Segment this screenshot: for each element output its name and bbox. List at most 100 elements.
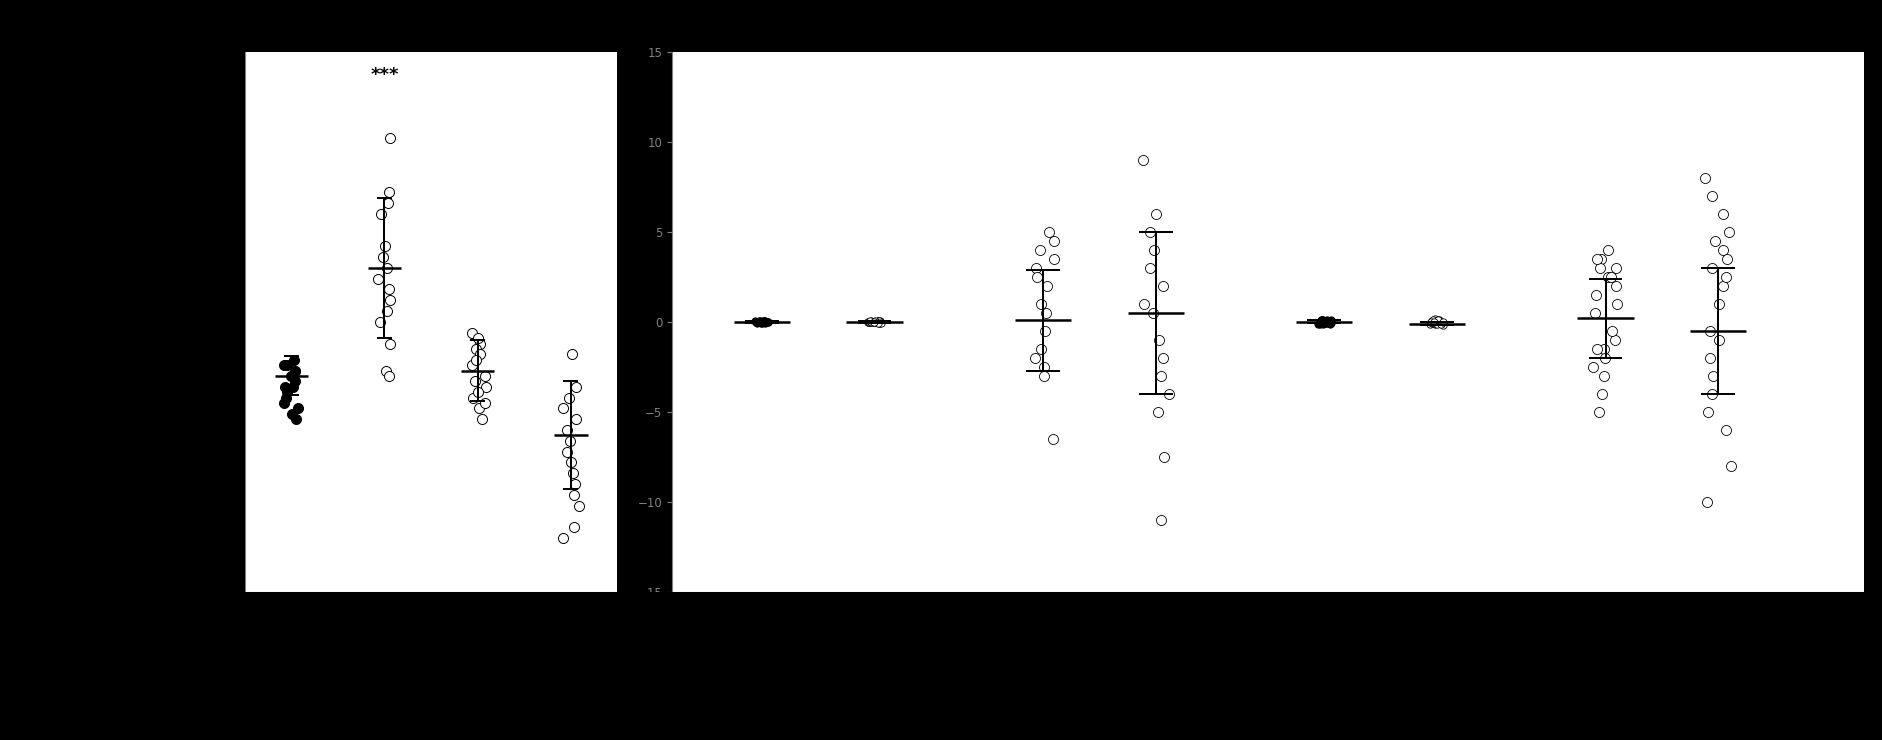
Point — [559, 489, 589, 501]
Point — [1148, 352, 1178, 364]
Point — [1415, 317, 1445, 329]
Point — [1140, 208, 1171, 220]
Point — [742, 317, 772, 329]
Point — [1427, 317, 1457, 329]
Point — [749, 316, 779, 328]
Point — [1421, 314, 1451, 326]
Point — [1304, 317, 1334, 329]
Point — [369, 240, 399, 252]
Point — [1419, 314, 1449, 326]
Point — [1031, 307, 1061, 319]
Point — [749, 317, 779, 329]
Point — [1154, 388, 1184, 400]
Point — [753, 317, 783, 329]
Point — [740, 316, 770, 328]
Text: LPS (1 μg/mL): LPS (1 μg/mL) — [120, 605, 203, 618]
Point — [1688, 172, 1718, 184]
Text: Cl⁻: Cl⁻ — [1651, 718, 1671, 731]
Point — [854, 315, 885, 327]
Point — [864, 315, 894, 327]
Point — [1308, 317, 1338, 329]
Point — [467, 413, 497, 425]
Point — [1428, 319, 1459, 331]
Point — [1312, 316, 1342, 328]
Point — [853, 316, 883, 328]
Point — [864, 317, 894, 329]
Point — [1316, 314, 1346, 326]
Point — [1596, 271, 1626, 283]
Point — [1302, 318, 1332, 330]
Point — [743, 316, 774, 328]
Text: -: - — [288, 605, 294, 618]
Point — [1415, 317, 1445, 329]
Point — [277, 408, 307, 420]
Point — [559, 521, 589, 533]
Text: -: - — [758, 613, 764, 627]
Point — [749, 316, 779, 328]
Point — [375, 295, 405, 306]
Point — [745, 317, 775, 329]
Point — [751, 316, 781, 328]
Point — [555, 457, 585, 468]
Point — [373, 370, 403, 382]
Point — [1588, 370, 1619, 382]
Point — [1690, 496, 1720, 508]
Point — [1423, 317, 1453, 329]
Point — [1428, 319, 1459, 331]
Point — [1698, 370, 1728, 382]
Point — [1592, 271, 1622, 283]
Point — [1039, 253, 1069, 265]
Point — [1417, 315, 1447, 327]
Point — [1415, 317, 1445, 329]
Point — [551, 445, 582, 457]
Point — [862, 316, 892, 328]
Point — [1711, 271, 1741, 283]
Point — [1308, 314, 1338, 326]
Point — [1135, 262, 1165, 274]
Point — [1146, 514, 1176, 526]
Point — [277, 370, 307, 382]
Point — [1127, 298, 1157, 310]
Point — [559, 489, 589, 501]
Point — [1600, 262, 1630, 274]
Point — [866, 317, 896, 329]
Point — [375, 295, 405, 306]
Point — [860, 315, 890, 327]
Point — [853, 316, 883, 328]
Point — [1577, 361, 1607, 373]
Point — [1423, 317, 1453, 329]
Point — [860, 316, 890, 328]
Point — [1026, 343, 1056, 354]
Point — [1581, 253, 1611, 265]
Point — [369, 240, 399, 252]
Point — [1415, 316, 1445, 328]
Point — [860, 316, 890, 328]
Point — [1419, 315, 1449, 327]
Point — [854, 316, 885, 328]
Point — [862, 316, 892, 328]
Point — [271, 391, 301, 403]
Point — [1596, 271, 1626, 283]
Point — [1696, 262, 1726, 274]
Point — [1696, 262, 1726, 274]
Point — [1139, 244, 1169, 256]
Point — [1306, 315, 1336, 327]
Point — [1139, 244, 1169, 256]
Point — [1707, 280, 1737, 292]
Point — [856, 315, 886, 327]
Point — [1579, 307, 1609, 319]
Point — [1423, 314, 1453, 326]
Point — [561, 413, 591, 425]
Point — [1696, 190, 1726, 202]
Point — [858, 316, 888, 328]
Text: Na⁺: Na⁺ — [1086, 718, 1112, 731]
Point — [561, 381, 591, 393]
Point — [860, 316, 890, 328]
Point — [1707, 208, 1737, 220]
Point — [1031, 280, 1061, 292]
Point — [1419, 318, 1449, 330]
Point — [1142, 406, 1172, 418]
Point — [1585, 262, 1615, 274]
Point — [1306, 314, 1336, 326]
Point — [860, 315, 890, 327]
